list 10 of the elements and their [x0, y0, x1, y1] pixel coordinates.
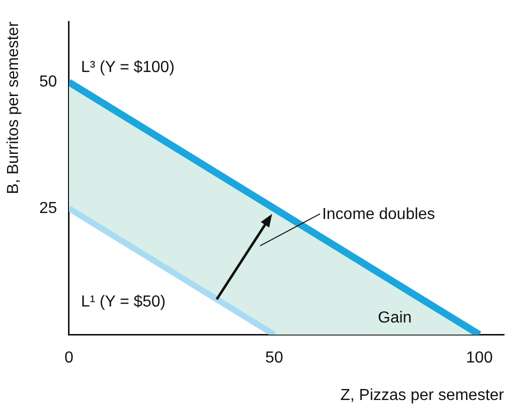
x-axis-title: Z, Pizzas per semester	[340, 386, 505, 404]
y-tick-label: 25	[39, 200, 58, 217]
series-label: L¹ (Y = $50)	[80, 294, 166, 311]
annotation: Income doubles	[322, 206, 436, 223]
x-tick-label: 100	[466, 350, 493, 367]
x-tick-label: 50	[265, 350, 284, 367]
series-label: L³ (Y = $100)	[80, 59, 175, 76]
y-axis-title: B, Burritos per semester	[5, 20, 22, 194]
annotation: Gain	[378, 310, 412, 327]
x-tick-label: 0	[64, 350, 74, 367]
